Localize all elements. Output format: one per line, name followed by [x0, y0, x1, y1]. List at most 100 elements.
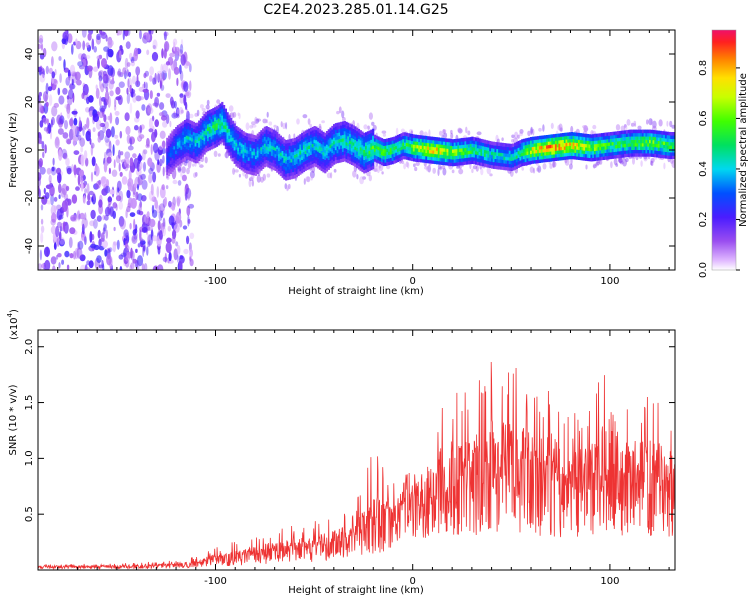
- spectrogram-halo-cell: [650, 160, 653, 166]
- spectrogram-halo-cell: [626, 119, 631, 126]
- spectrogram-ridge-cell: [226, 142, 229, 146]
- spectrogram-noise-cell: [187, 193, 191, 201]
- spectrogram-noise-cell: [69, 83, 76, 90]
- spectrogram-noise-cell: [157, 73, 161, 83]
- spectrogram-ridge-cell: [223, 131, 226, 136]
- spectrogram-noise-cell: [79, 137, 85, 147]
- spectrogram-ridge-cell: [166, 161, 169, 165]
- spectrogram-ridge-cell: [258, 165, 261, 170]
- spectrogram-noise-cell: [184, 91, 190, 97]
- spectrogram-noise-cell: [76, 247, 83, 259]
- spectrogram-ridge-cell: [249, 150, 252, 155]
- spectrogram-noise-cell: [160, 63, 164, 75]
- spectrogram-noise-cell: [165, 114, 170, 125]
- spectrogram-noise-cell: [38, 91, 43, 97]
- spectrogram-noise-cell: [188, 203, 195, 209]
- spectrogram-ridge-cell: [205, 148, 208, 153]
- spectrogram-ridge-cell: [166, 164, 169, 169]
- spectrogram-halo-cell: [511, 139, 514, 143]
- spectrogram-noise-cell: [138, 134, 145, 139]
- spectrogram-noise-cell: [158, 230, 163, 240]
- spectrogram-ridge-cell: [207, 134, 210, 138]
- spectrogram-noise-cell: [61, 200, 68, 213]
- spectrogram-ridge-cell: [272, 159, 275, 164]
- spectrogram-ridge-cell: [272, 146, 275, 150]
- spectrogram-ridge-cell: [224, 132, 227, 136]
- spectrogram-noise-cell: [45, 65, 49, 75]
- spectrogram-noise-cell: [66, 264, 70, 270]
- spectrogram-ridge-cell: [191, 137, 194, 142]
- spectrogram-halo-cell: [592, 124, 597, 130]
- spectrogram-ridge-cell: [219, 103, 222, 107]
- spectrogram-noise-cell: [101, 58, 107, 68]
- spectrogram-noise-cell: [129, 84, 132, 94]
- snr-x-tick-label: -100: [204, 576, 227, 587]
- spectrogram-ridge-cell: [198, 147, 201, 151]
- spectrogram-ridge-cell: [274, 154, 277, 158]
- spectrogram-ridge-cell: [230, 138, 233, 142]
- spectrogram-ridge-cell: [201, 136, 204, 140]
- spectrogram-ridge-cell: [198, 157, 201, 161]
- spectrogram-ridge-cell: [274, 140, 277, 145]
- spectrogram-ridge-cell: [260, 130, 263, 134]
- spectrogram-ridge-cell: [201, 116, 204, 120]
- spectrogram-ridge-cell: [274, 150, 277, 155]
- spectrogram-noise-cell: [128, 169, 132, 181]
- spectrogram-halo-cell: [180, 170, 183, 178]
- spectrogram-halo-cell: [286, 187, 290, 191]
- spectrogram-noise-cell: [154, 199, 158, 209]
- spectrogram-noise-cell: [139, 124, 142, 133]
- spectrogram-noise-cell: [54, 137, 60, 149]
- spectrogram-noise-cell: [69, 118, 74, 127]
- spectrogram-halo-cell: [648, 118, 653, 126]
- spectrogram-noise-cell: [97, 229, 101, 239]
- spectrogram-noise-cell: [134, 125, 139, 131]
- snr-y-tick-label: 1.5: [24, 395, 35, 411]
- spectrogram-ridge-cell: [263, 140, 266, 144]
- spectrogram-ridge-cell: [215, 106, 219, 110]
- spectrogram-noise-cell: [73, 117, 78, 126]
- colorbar-tick-label: 0.2: [698, 212, 709, 228]
- spectrogram-ridge-cell: [187, 119, 190, 123]
- spectrogram-halo-cell: [213, 150, 218, 157]
- spectrogram-ridge-cell: [247, 137, 250, 141]
- spectrogram-noise-cell: [131, 234, 138, 244]
- spectrogram-ridge-cell: [260, 160, 263, 164]
- spectrogram-halo-cell: [262, 173, 266, 181]
- spectrogram-ridge-cell: [175, 163, 178, 168]
- spectrogram-noise-cell: [125, 254, 131, 262]
- spectrogram-ridge-cell: [240, 153, 243, 157]
- spectrogram-halo-cell: [285, 122, 288, 130]
- spectrogram-ridge-cell: [237, 140, 240, 145]
- spectrogram-ridge-cell: [215, 123, 219, 127]
- spectrogram-noise-cell: [61, 31, 68, 40]
- spectrogram-halo-cell: [309, 123, 313, 128]
- spectrogram-ridge-cell: [251, 137, 254, 142]
- spectrogram-ridge-cell: [183, 133, 187, 137]
- spectrogram-noise-cell: [114, 98, 117, 108]
- spectrogram-ridge-cell: [272, 166, 275, 171]
- spectrogram-ridge-cell: [240, 163, 243, 167]
- spectrogram-ridge-cell: [199, 118, 203, 122]
- spectrogram-noise-cell: [124, 162, 129, 172]
- spectrogram-ridge-cell: [256, 150, 259, 154]
- spectrogram-noise-cell: [51, 105, 58, 117]
- spectrogram-ridge-cell: [233, 146, 236, 151]
- spectrogram-ridge-cell: [171, 138, 174, 142]
- spectrogram-ridge-cell: [239, 138, 242, 143]
- spectrogram-noise-cell: [92, 113, 99, 123]
- spectrogram-halo-cell: [251, 121, 256, 126]
- spectrogram-ridge-cell: [270, 159, 274, 163]
- spectrogram-ridge-cell: [231, 147, 235, 152]
- spectrogram-noise-cell: [55, 136, 60, 146]
- spectrogram-noise-cell: [86, 117, 90, 129]
- spectrogram-halo-cell: [265, 119, 269, 124]
- spectrogram-ridge-cell: [254, 135, 258, 139]
- spectrogram-halo-cell: [262, 118, 268, 124]
- spectrogram-ridge-cell: [219, 137, 222, 141]
- spectrogram-noise-cell: [159, 102, 165, 110]
- spectrogram-ridge-cell: [219, 106, 222, 111]
- spectrogram-ridge-cell: [196, 142, 199, 147]
- spectrogram-noise-cell: [157, 220, 161, 231]
